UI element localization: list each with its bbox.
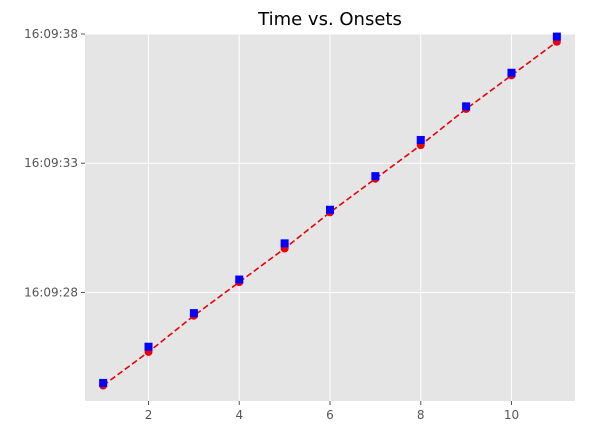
x-tick-label: 10 [504,408,519,422]
chart-title: Time vs. Onsets [257,9,402,30]
x-tick-label: 8 [417,408,425,422]
x-tick-label: 4 [235,408,243,422]
y-axis-ticks: 16:09:28 16:09:33 16:09:38 [24,27,85,299]
blue-series-point [416,135,425,144]
blue-series-point [144,342,153,351]
blue-series-point [507,68,516,77]
grid-lines [85,33,575,401]
red-series-line [102,41,558,387]
series-layer [99,32,561,390]
blue-series-point [462,102,471,111]
x-tick-label: 2 [145,408,153,422]
y-tick-label: 16:09:38 [24,27,78,41]
blue-series-point [552,32,561,41]
blue-series-point [371,172,380,181]
blue-series-point [99,378,108,387]
y-tick-label: 16:09:28 [24,285,78,299]
blue-series-point [280,239,289,248]
blue-series-point [326,205,334,214]
x-tick-label: 6 [326,408,334,422]
blue-series-point [189,309,198,318]
x-axis-ticks: 2 4 6 8 10 [145,401,519,422]
y-tick-label: 16:09:33 [24,156,78,170]
blue-series-point [235,275,244,284]
